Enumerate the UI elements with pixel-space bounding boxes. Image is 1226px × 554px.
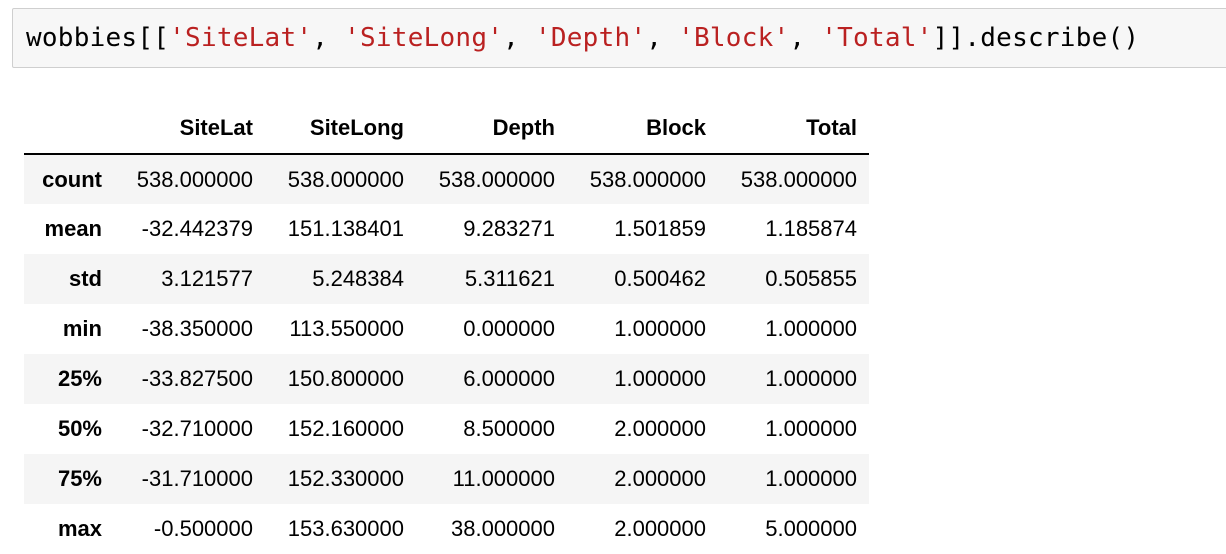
code-token: , [789,23,822,53]
table-cell: 0.000000 [463,316,555,341]
table-cell: 1.000000 [765,416,857,441]
code-token: , [646,23,679,53]
table-row: 75% -31.710000 152.330000 11.000000 2.00… [24,454,869,504]
table-cell: 6.000000 [463,366,555,391]
table-cell: 2.000000 [614,516,706,541]
table-row: std 3.121577 5.248384 5.311621 0.500462 … [24,254,869,304]
code-string-token: 'SiteLat' [169,23,313,53]
table-cell: 1.000000 [765,366,857,391]
table-cell: 2.000000 [614,416,706,441]
table-cell: 1.000000 [614,366,706,391]
table-cell: 153.630000 [287,516,404,541]
table-cell: -32.710000 [141,416,253,441]
column-header: Total [718,102,869,155]
index-header-blank [24,102,114,155]
table-cell: 152.330000 [287,466,404,491]
table-row: count 538.000000 538.000000 538.000000 5… [24,154,869,204]
table-cell: -33.827500 [141,366,253,391]
row-index-label: 75% [57,466,102,491]
table-cell: 1.501859 [614,216,706,241]
code-line: wobbies[['SiteLat', 'SiteLong', 'Depth',… [26,19,1139,57]
table-cell: 538.000000 [438,166,555,192]
code-token: , [503,23,535,53]
code-cell[interactable]: wobbies[['SiteLat', 'SiteLong', 'Depth',… [12,8,1226,68]
table-cell: 8.500000 [463,416,555,441]
table-cell: 9.283271 [463,216,555,241]
table-cell: 0.505855 [765,266,857,291]
table-row: 50% -32.710000 152.160000 8.500000 2.000… [24,404,869,454]
row-index-label: 50% [57,416,102,441]
row-index-label: 25% [57,366,102,391]
table-cell: 152.160000 [287,416,404,441]
column-header: Block [567,102,718,155]
code-string-token: 'Depth' [534,23,647,53]
table-cell: -38.350000 [141,316,253,341]
table-cell: 5.248384 [312,266,404,291]
table-cell: 538.000000 [589,166,706,192]
table-cell: 3.121577 [161,266,253,291]
table-cell: -31.710000 [141,466,253,491]
table-cell: 150.800000 [287,366,404,391]
row-index-label: std [69,266,102,291]
code-token: , [312,23,345,53]
row-index-label: count [42,166,102,192]
table-header-row: SiteLat SiteLong Depth Block Total [24,102,869,155]
table-cell: 538.000000 [136,166,253,192]
table-cell: 1.000000 [765,466,857,491]
table-row: max -0.500000 153.630000 38.000000 2.000… [24,504,869,554]
table-cell: 538.000000 [287,166,404,192]
row-index-label: max [57,516,102,541]
table-row: min -38.350000 113.550000 0.000000 1.000… [24,304,869,354]
column-header: SiteLong [265,102,416,155]
column-header: Depth [416,102,567,155]
table-cell: 1.000000 [765,316,857,341]
row-index-label: min [62,316,102,341]
table-cell: 113.550000 [289,316,404,341]
code-token: ]].describe() [932,23,1140,53]
table-cell: 5.311621 [464,266,555,291]
table-row: 25% -33.827500 150.800000 6.000000 1.000… [24,354,869,404]
table-cell: 11.000000 [452,466,555,491]
table-cell: 38.000000 [451,516,555,541]
table-cell: 2.000000 [614,466,706,491]
code-string-token: 'Block' [678,23,790,53]
column-header: SiteLat [114,102,265,155]
code-string-token: 'SiteLong' [344,23,504,53]
table-cell: 1.000000 [614,316,706,341]
table-cell: 5.000000 [765,516,857,541]
table-row: mean -32.442379 151.138401 9.283271 1.50… [24,204,869,254]
table-cell: 151.138401 [287,216,404,241]
table-cell: -32.442379 [141,216,253,241]
table-cell: 1.185874 [765,216,857,241]
row-index-label: mean [44,216,102,241]
table-cell: 0.500462 [614,266,706,291]
describe-output-table: SiteLat SiteLong Depth Block Total count… [24,102,869,554]
code-string-token: 'Total' [821,23,933,53]
table-cell: 538.000000 [740,166,857,192]
table-cell: -0.500000 [153,516,253,541]
code-token: wobbies[[ [26,23,170,53]
